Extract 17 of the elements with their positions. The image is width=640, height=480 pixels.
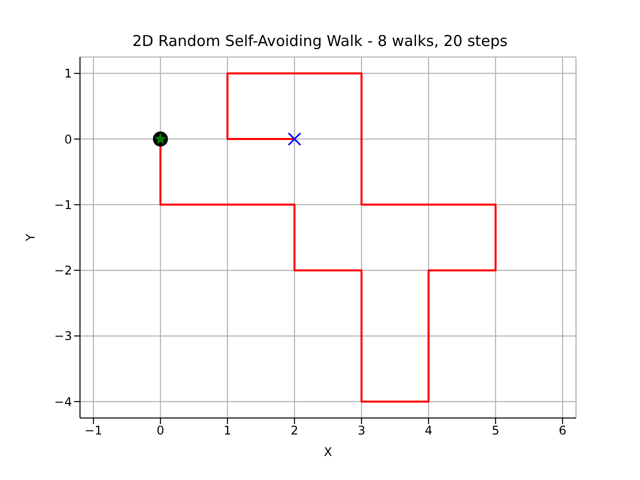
x-tick-label: 5 bbox=[492, 424, 500, 438]
y-tick-label: −4 bbox=[54, 394, 72, 409]
y-axis-title: Y bbox=[23, 233, 38, 242]
x-tick-label: 2 bbox=[290, 424, 298, 438]
x-axis-title: X bbox=[324, 445, 332, 459]
y-tick-label: 1 bbox=[64, 66, 72, 81]
y-tick-label: −3 bbox=[54, 329, 72, 344]
y-tick-label: −2 bbox=[54, 264, 72, 278]
x-tick-label: 1 bbox=[224, 424, 232, 438]
chart-title: 2D Random Self-Avoiding Walk - 8 walks, 20 steps bbox=[131, 32, 509, 50]
y-tick-label: −1 bbox=[54, 198, 72, 212]
x-tick-label: −1 bbox=[84, 424, 102, 438]
x-tick-label: 0 bbox=[156, 424, 164, 438]
y-tick-label: 0 bbox=[64, 132, 72, 146]
x-tick-label: 3 bbox=[358, 424, 366, 438]
x-tick-label: 6 bbox=[558, 424, 566, 438]
x-tick-label: 4 bbox=[424, 424, 432, 438]
